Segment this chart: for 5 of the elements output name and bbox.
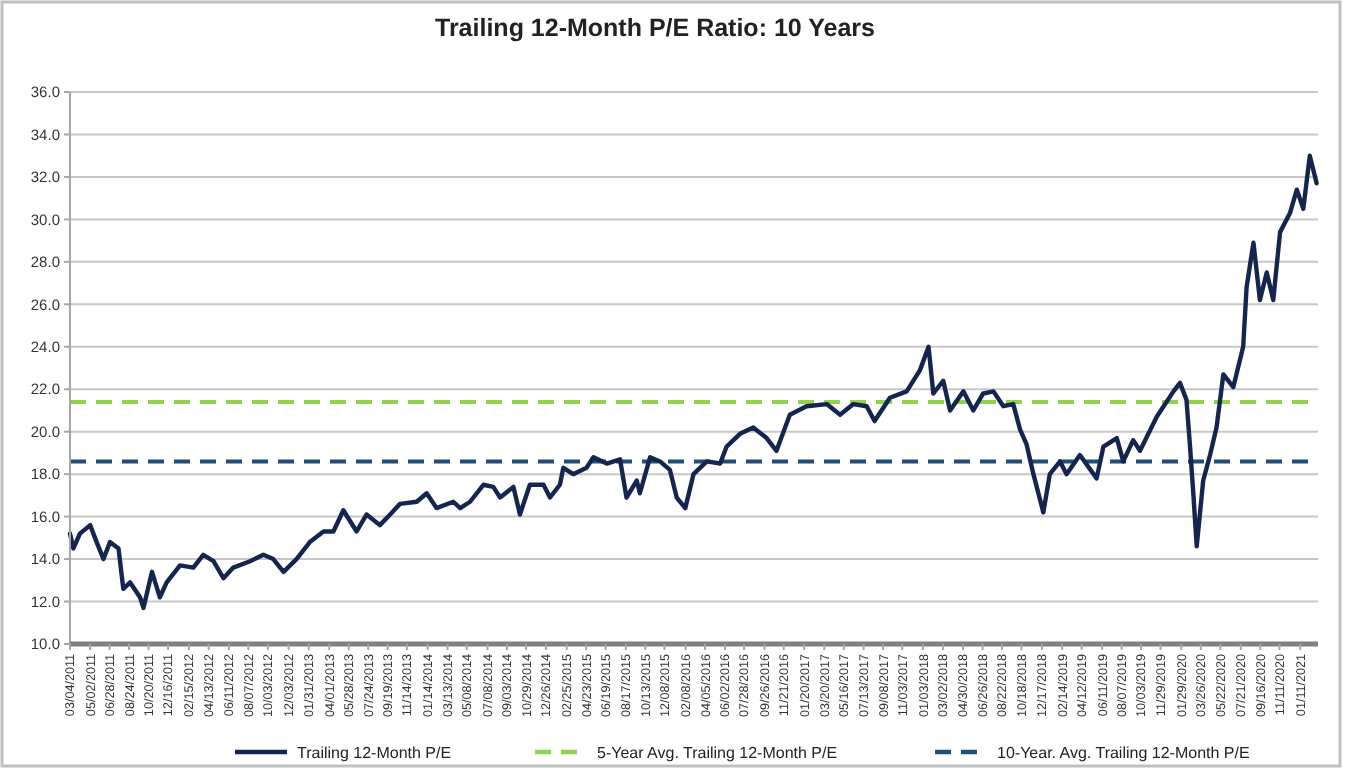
legend-label: 10-Year. Avg. Trailing 12-Month P/E <box>997 743 1250 762</box>
legend-label: 5-Year Avg. Trailing 12-Month P/E <box>597 743 838 762</box>
legend-label: Trailing 12-Month P/E <box>297 743 452 762</box>
line-series <box>67 153 1319 611</box>
chart-title: Trailing 12-Month P/E Ratio: 10 Years <box>435 14 876 42</box>
